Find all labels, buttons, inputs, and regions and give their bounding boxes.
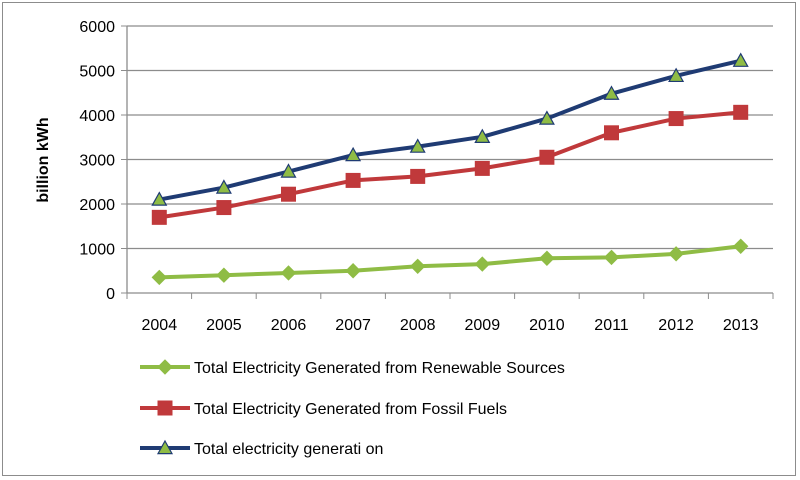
legend-marker [157, 359, 173, 375]
data-point [280, 163, 297, 178]
data-point [603, 249, 620, 266]
data-point [668, 111, 684, 127]
series-group [151, 52, 749, 286]
data-point [668, 67, 685, 83]
data-point [216, 267, 232, 283]
x-tick-label: 2010 [529, 317, 565, 334]
legend-label: Total Electricity Generated from Renewab… [194, 360, 565, 377]
data-point [474, 160, 490, 176]
data-point [474, 128, 491, 144]
data-point [345, 172, 361, 188]
data-point [410, 168, 426, 184]
y-tick-label: 6000 [79, 19, 115, 36]
series-2 [151, 104, 749, 225]
x-tick-label: 2013 [723, 317, 759, 334]
axes: 0 1000 2000 3000 4000 5000 6000 2004 2005 2006 200… [79, 19, 774, 334]
data-point [539, 149, 555, 165]
x-tick-label: 2012 [658, 317, 694, 334]
data-point [732, 52, 749, 67]
data-point [732, 238, 749, 254]
data-point [280, 265, 297, 281]
data-point [538, 110, 555, 125]
legend-label: Total Electricity Generated from Fossil … [194, 401, 507, 418]
x-tick-label: 2007 [335, 317, 371, 334]
data-point [474, 256, 491, 272]
legend-item: Total Electricity Generated from Fossil … [140, 400, 507, 418]
data-point [409, 138, 426, 153]
y-tick-label: 2000 [79, 197, 115, 214]
gridlines [121, 25, 773, 294]
legend-label: Total electricity generati on [194, 441, 383, 458]
x-tick-label: 2009 [465, 317, 501, 334]
legend-marker [156, 439, 174, 455]
series-3 [151, 52, 749, 206]
x-tick-label: 2005 [206, 317, 242, 334]
series-line [159, 244, 741, 280]
series-line [159, 110, 741, 220]
x-tick-label: 2004 [142, 317, 178, 334]
data-point [216, 200, 232, 216]
data-point [151, 269, 168, 286]
data-point [151, 191, 168, 206]
data-point [281, 186, 296, 202]
x-tick-label: 2006 [271, 317, 307, 334]
data-point [151, 209, 167, 225]
series-line [158, 58, 742, 202]
legend: Total Electricity Generated from Renewab… [140, 359, 565, 458]
legend-marker [157, 400, 173, 416]
data-point [539, 250, 555, 266]
data-point [345, 263, 361, 279]
data-point [668, 246, 684, 262]
data-point [409, 258, 426, 275]
data-point [733, 104, 749, 120]
legend-item: Total electricity generati on [140, 439, 383, 458]
x-tick-label: 2008 [400, 317, 436, 334]
y-tick-label: 4000 [79, 108, 115, 125]
y-tick-label: 1000 [79, 242, 115, 259]
data-point [603, 85, 620, 100]
y-tick-label: 3000 [79, 153, 115, 170]
y-axis-title: billion kWh [35, 117, 52, 202]
x-tick-label: 2011 [594, 317, 629, 334]
series-1 [151, 238, 749, 286]
data-point [345, 146, 362, 162]
y-tick-label: 5000 [79, 64, 115, 81]
y-tick-label: 0 [106, 286, 115, 303]
data-point [604, 125, 619, 141]
legend-item: Total Electricity Generated from Renewab… [140, 359, 565, 377]
data-point [215, 179, 232, 194]
